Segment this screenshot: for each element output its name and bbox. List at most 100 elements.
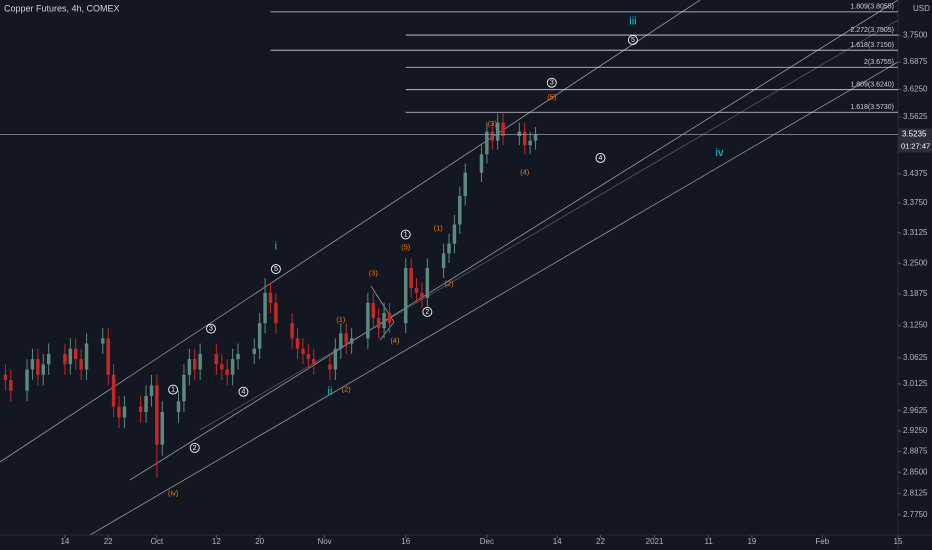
y-tick-label: 3.4375 — [903, 169, 928, 178]
fib-label: 1.809(3.8055) — [850, 4, 894, 11]
wave-label: 3 — [209, 326, 213, 333]
candle-body — [485, 131, 489, 155]
wave-label: 1 — [171, 386, 175, 393]
y-tick-label: 3.0625 — [903, 353, 928, 362]
candle-body — [236, 353, 240, 360]
candle-body — [403, 268, 408, 324]
candle-body — [301, 348, 305, 354]
candle-body — [160, 412, 165, 445]
fib-label: 2.272(3.7505) — [850, 27, 894, 34]
wave-circle — [270, 264, 281, 275]
y-tick-label: 2.8500 — [903, 467, 928, 476]
candle-body — [387, 312, 392, 324]
candle-body — [501, 122, 505, 137]
wave-circle — [238, 386, 249, 397]
x-tick-label: 11 — [705, 537, 714, 546]
candle-body — [74, 348, 78, 360]
x-tick-label: 20 — [255, 537, 264, 546]
wave-circle — [189, 442, 200, 453]
candle-body — [41, 364, 46, 375]
wave-circle — [546, 77, 557, 88]
candle-body — [414, 287, 419, 293]
candle-body — [328, 364, 332, 370]
candle-body — [122, 406, 127, 418]
candle-body — [263, 292, 267, 324]
candle-body — [101, 338, 105, 344]
wave-label: (iv) — [168, 489, 179, 498]
wave-circle — [627, 35, 638, 45]
wave-label: 3 — [550, 80, 554, 87]
wave-label: 5 — [631, 37, 635, 44]
candle-body — [144, 395, 148, 413]
candle-body — [452, 224, 457, 244]
candle-body — [349, 338, 354, 344]
y-tick-label: 3.5625 — [903, 112, 928, 121]
candle-body — [187, 359, 192, 375]
x-tick-label: Oct — [151, 537, 164, 546]
candle-body — [3, 374, 8, 381]
candle-body — [68, 348, 73, 365]
candle-body — [252, 348, 256, 354]
wave-circle — [206, 323, 216, 334]
candle-body — [533, 134, 538, 141]
candle-body — [225, 369, 229, 375]
wave-circle — [400, 229, 411, 240]
x-tick-label: Nov — [317, 537, 331, 546]
candle-body — [230, 359, 235, 375]
candle-body — [193, 359, 197, 370]
y-tick-label: 2.9250 — [903, 426, 928, 435]
candle-body — [36, 359, 40, 375]
y-tick-label: 3.1250 — [903, 321, 928, 330]
x-tick-label: 2021 — [646, 537, 664, 546]
wave-label: (3) — [369, 268, 379, 277]
x-tick-label: Dec — [480, 537, 494, 546]
candle-body — [382, 312, 386, 329]
wave-label: (2) — [444, 279, 454, 288]
candle-body — [312, 359, 316, 365]
y-tick-label: 3.1875 — [903, 289, 928, 298]
wave-circle — [168, 384, 179, 395]
plot: 1.809(3.8055) 2.272(3.7505) 1.618(3.7150) 2… — [3, 4, 898, 498]
candle-body — [441, 253, 446, 269]
candle-body — [176, 401, 181, 413]
y-tick-label: 2.8875 — [903, 447, 928, 456]
candle-body — [214, 353, 219, 365]
candle-body — [63, 353, 67, 365]
wave-label: (5) — [547, 93, 557, 102]
x-tick-label: 19 — [747, 537, 756, 546]
candle-body — [409, 268, 413, 288]
wave-circle — [595, 152, 606, 163]
candle-body — [46, 353, 51, 365]
candle-body — [182, 374, 186, 402]
candle-body — [479, 154, 484, 173]
candle-body — [274, 302, 278, 324]
candle-body — [257, 323, 262, 349]
wave-label: 1 — [404, 231, 408, 238]
y-tick-label: 3.3750 — [903, 198, 928, 207]
candle-body — [523, 131, 527, 146]
candle-body — [30, 359, 35, 370]
chart-title: Copper Futures, 4h, COMEX — [4, 3, 120, 13]
candle-body — [79, 359, 83, 370]
candle-body — [344, 333, 348, 344]
wave-label: (1) — [336, 315, 346, 324]
candle-body — [425, 268, 430, 298]
candle-body — [517, 131, 522, 137]
x-tick-label: 14 — [60, 537, 69, 546]
wave-label: iii — [629, 16, 636, 28]
x-tick-label: 22 — [104, 537, 113, 546]
candle-body — [371, 302, 375, 318]
fib-label: 1.618(3.5730) — [850, 104, 894, 111]
x-tick-label: 12 — [212, 537, 221, 546]
last-price-label: 3.5235 — [902, 130, 927, 139]
fib-label: 1.618(3.7150) — [850, 42, 894, 49]
candle-body — [25, 369, 29, 391]
candle-body — [268, 292, 273, 303]
wave-label: ii — [328, 386, 333, 398]
wave-label: 2 — [193, 445, 197, 452]
wave-label: (5) — [401, 243, 411, 252]
wave-label: 5 — [274, 266, 278, 273]
candle-body — [84, 343, 89, 370]
wave-label: 4 — [599, 155, 603, 162]
